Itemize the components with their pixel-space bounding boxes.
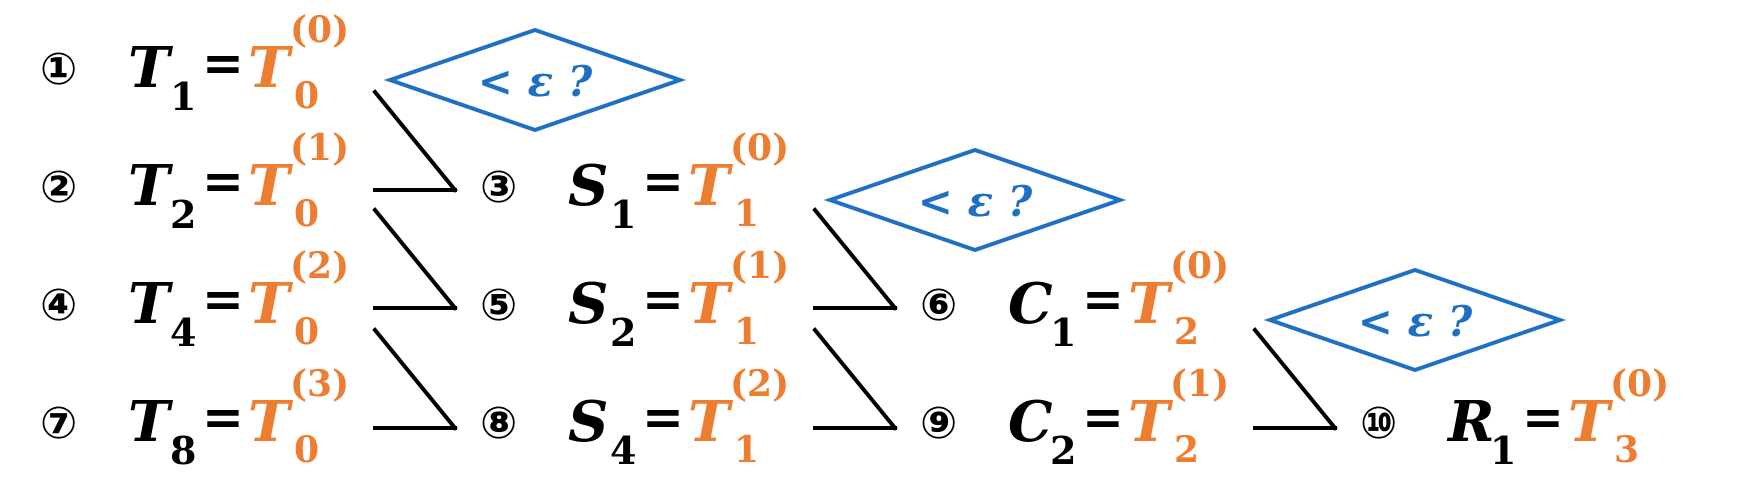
rhs-subscript: 2 — [1174, 311, 1200, 353]
convergence-check-3: < ε ? — [1263, 267, 1567, 373]
lhs-subscript: 1 — [170, 74, 197, 119]
lhs-symbol: T — [128, 153, 170, 219]
lhs-symbol: R — [1448, 389, 1495, 455]
lhs-subscript: 2 — [610, 310, 637, 355]
step-number: ④ — [40, 280, 78, 331]
rhs-superscript: (0) — [1170, 245, 1230, 287]
rhs-symbol: T — [688, 271, 730, 337]
convergence-check-1: < ε ? — [383, 27, 687, 133]
rhs-subscript: 0 — [294, 193, 320, 235]
rhs-superscript: (2) — [290, 245, 350, 287]
equals-sign: = — [202, 270, 244, 328]
convergence-check-2: < ε ? — [823, 147, 1127, 253]
rhs-subscript: 3 — [1614, 429, 1640, 471]
rhs-subscript: 1 — [734, 193, 760, 235]
rhs-symbol: T — [688, 153, 730, 219]
rhs-superscript: (0) — [730, 127, 790, 169]
connector-e2-e5 — [372, 207, 458, 311]
rhs-symbol: T — [248, 153, 290, 219]
svg-text:< ε ?: < ε ? — [478, 57, 593, 106]
step-number: ③ — [480, 162, 518, 213]
lhs-symbol: T — [128, 35, 170, 101]
lhs-subscript: 2 — [1050, 428, 1077, 473]
step-number: ⑤ — [480, 280, 518, 331]
rhs-symbol: T — [248, 389, 290, 455]
lhs-symbol: S — [568, 389, 609, 455]
rhs-symbol: T — [248, 271, 290, 337]
equals-sign: = — [202, 388, 244, 446]
lhs-symbol: C — [1008, 271, 1053, 337]
rhs-subscript: 1 — [734, 311, 760, 353]
lhs-subscript: 1 — [1050, 310, 1077, 355]
rhs-superscript: (3) — [290, 363, 350, 405]
rhs-superscript: (0) — [1610, 363, 1670, 405]
rhs-superscript: (1) — [290, 127, 350, 169]
rhs-symbol: T — [688, 389, 730, 455]
step-number: ① — [40, 44, 78, 95]
equals-sign: = — [1522, 388, 1564, 446]
equals-sign: = — [202, 152, 244, 210]
rhs-superscript: (1) — [1170, 363, 1230, 405]
equals-sign: = — [642, 388, 684, 446]
rhs-symbol: T — [1128, 271, 1170, 337]
rhs-subscript: 2 — [1174, 429, 1200, 471]
connector-e1-e3 — [372, 89, 458, 193]
rhs-symbol: T — [248, 35, 290, 101]
lhs-symbol: T — [128, 271, 170, 337]
lhs-subscript: 1 — [610, 192, 637, 237]
equals-sign: = — [202, 34, 244, 92]
equals-sign: = — [1082, 270, 1124, 328]
equals-sign: = — [642, 152, 684, 210]
lhs-subscript: 4 — [610, 428, 637, 473]
rhs-subscript: 0 — [294, 311, 320, 353]
lhs-subscript: 8 — [170, 428, 197, 473]
step-number: ⑨ — [920, 398, 958, 449]
rhs-subscript: 1 — [734, 429, 760, 471]
rhs-subscript: 0 — [294, 429, 320, 471]
lhs-subscript: 4 — [170, 310, 197, 355]
rhs-superscript: (2) — [730, 363, 790, 405]
connector-e6-e10 — [1252, 327, 1338, 431]
connector-e4-e8 — [372, 327, 458, 431]
connector-e3-e6 — [812, 207, 898, 311]
lhs-subscript: 1 — [1490, 428, 1517, 473]
equals-sign: = — [1082, 388, 1124, 446]
lhs-symbol: S — [568, 153, 609, 219]
lhs-subscript: 2 — [170, 192, 197, 237]
rhs-symbol: T — [1568, 389, 1610, 455]
connector-e5-e9 — [812, 327, 898, 431]
rhs-superscript: (1) — [730, 245, 790, 287]
step-number: ⑥ — [920, 280, 958, 331]
rhs-subscript: 0 — [294, 75, 320, 117]
step-number: ② — [40, 162, 78, 213]
svg-text:< ε ?: < ε ? — [918, 177, 1033, 226]
step-number: ⑧ — [480, 398, 518, 449]
rhs-symbol: T — [1128, 389, 1170, 455]
rhs-superscript: (0) — [290, 9, 350, 51]
equals-sign: = — [642, 270, 684, 328]
step-number: ⑩ — [1360, 398, 1398, 449]
svg-text:< ε ?: < ε ? — [1358, 297, 1473, 346]
lhs-symbol: S — [568, 271, 609, 337]
step-number: ⑦ — [40, 398, 78, 449]
lhs-symbol: T — [128, 389, 170, 455]
lhs-symbol: C — [1008, 389, 1053, 455]
